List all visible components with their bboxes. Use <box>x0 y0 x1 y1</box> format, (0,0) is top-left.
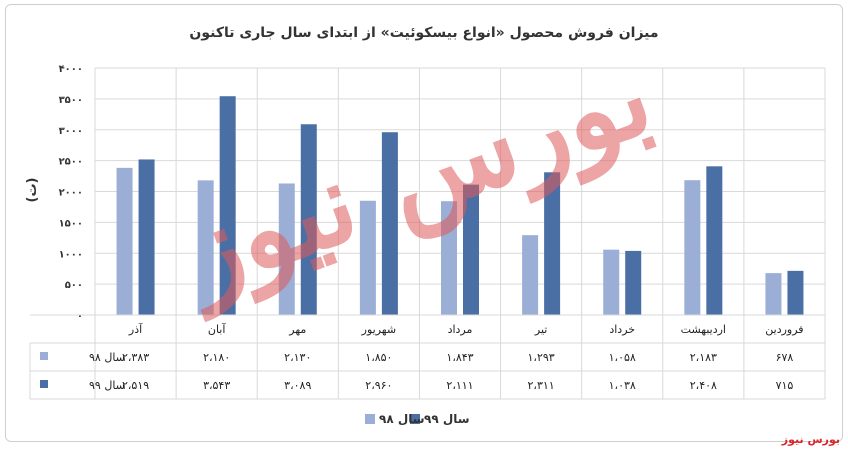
bar-series-1 <box>684 180 701 315</box>
category-label: مهر <box>288 323 306 336</box>
table-cell: ۳،۰۸۹ <box>284 379 311 392</box>
y-tick-label: ۳۰۰۰ <box>59 126 83 137</box>
chart-title: میزان فروش محصول «انواع بیسکوئیت» از ابت… <box>189 25 658 41</box>
legend-key <box>410 414 420 424</box>
bar-series-1 <box>441 201 457 315</box>
table-legend-key <box>40 352 48 360</box>
data-table: آذر ۲،۳۸۳ ۲،۵۱۹ آبان ۲،۱۸۰ ۳،۵۴۳ مهر ۲،۱۳۰ ۳،۰۸۹… <box>29 314 826 400</box>
bar-series-1 <box>197 180 214 315</box>
bar-layer <box>116 96 804 316</box>
bar-series-2 <box>381 132 398 315</box>
table-series-name: سال ۹۸ <box>89 351 125 364</box>
table-cell: ۲،۳۱۱ <box>528 379 555 392</box>
table-cell: ۲،۳۸۳ <box>122 351 149 364</box>
category-label: فروردین <box>765 323 803 336</box>
table-series-name: سال ۹۹ <box>89 379 125 392</box>
table-cell: ۱،۸۵۰ <box>365 351 392 364</box>
category-label: مرداد <box>448 323 473 336</box>
y-axis-ticks: ۰ ۵۰۰ ۱۰۰۰ ۱۵۰۰ ۲۰۰۰ ۲۵۰۰ ۳۰۰۰ ۳۵۰۰ ۴۰۰۰ <box>59 64 83 322</box>
table-legend-key <box>40 380 48 388</box>
table-cell: ۶۷۸ <box>776 351 794 364</box>
y-tick-label: ۳۵۰۰ <box>59 95 83 106</box>
table-cell: ۱،۰۳۸ <box>609 379 636 392</box>
bar-series-1 <box>278 183 295 315</box>
table-cell: ۷۱۵ <box>776 379 794 392</box>
bar-series-1 <box>359 200 376 315</box>
bar-series-2 <box>787 270 804 315</box>
y-tick-label: ۰ <box>77 311 83 322</box>
category-label: تیر <box>534 323 547 336</box>
y-unit-label: (ت) <box>25 178 40 203</box>
table-cell: ۲،۴۰۸ <box>690 379 717 392</box>
legend-label: سال ۹۸ <box>379 412 425 426</box>
category-label: آبان <box>208 322 226 336</box>
table-cell: ۲،۱۸۰ <box>203 351 230 364</box>
bar-series-1 <box>603 249 620 315</box>
table-cell: ۲،۱۳۰ <box>284 351 311 364</box>
table-cell: ۲،۱۱۱ <box>446 379 473 392</box>
y-tick-label: ۲۰۰۰ <box>59 188 83 199</box>
bar-series-1 <box>522 235 539 315</box>
table-cell: ۱،۸۴۳ <box>446 351 473 364</box>
y-tick-label: ۵۰۰ <box>65 280 83 291</box>
bar-series-2 <box>544 172 561 315</box>
table-cell: ۱،۰۵۸ <box>609 351 636 364</box>
legend-label: سال ۹۹ <box>424 412 470 426</box>
watermark-logo: بورس نیوز <box>159 30 668 323</box>
source-logo: بورس نیوز <box>781 433 840 446</box>
bar-series-1 <box>765 273 782 315</box>
y-tick-label: ۲۵۰۰ <box>59 157 83 168</box>
category-label: خرداد <box>609 323 635 336</box>
bar-series-2 <box>300 124 317 316</box>
category-label: شهریور <box>361 323 396 336</box>
y-tick-label: ۴۰۰۰ <box>59 64 83 75</box>
category-label: اردیبهشت <box>681 323 726 336</box>
bar-series-2 <box>138 159 155 315</box>
bar-series-2 <box>219 96 236 315</box>
table-cell: ۱،۲۹۳ <box>528 351 555 364</box>
bar-series-2 <box>625 250 642 315</box>
table-cell: ۳،۵۴۳ <box>203 379 230 392</box>
bar-series-1 <box>116 167 133 315</box>
y-tick-label: ۱۵۰۰ <box>59 218 83 229</box>
table-cell: ۲،۵۱۹ <box>122 379 149 392</box>
category-label: آذر <box>128 322 143 336</box>
legend-key <box>365 414 375 424</box>
bar-series-2 <box>463 184 479 315</box>
y-tick-label: ۱۰۰۰ <box>59 249 83 260</box>
table-cell: ۲،۹۶۰ <box>365 379 392 392</box>
bar-series-2 <box>706 166 723 315</box>
table-cell: ۲،۱۸۳ <box>690 351 717 364</box>
